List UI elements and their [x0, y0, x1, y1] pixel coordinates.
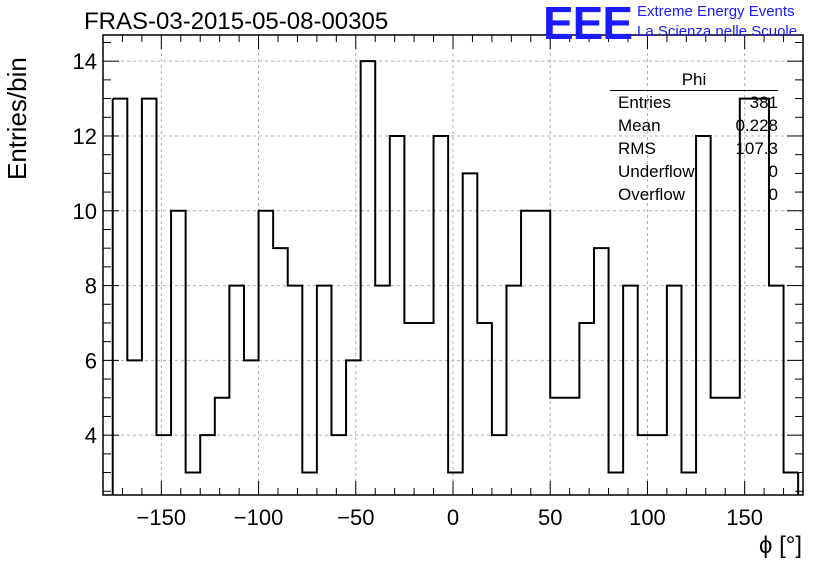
x-tick-label: 0 — [447, 505, 459, 530]
histogram-series — [112, 60, 799, 474]
stats-value: 381 — [749, 93, 778, 112]
stats-label: RMS — [618, 139, 656, 158]
stats-row-entries: Entries 381 — [610, 91, 778, 114]
stats-label: Mean — [618, 116, 661, 135]
grid-lines — [103, 35, 803, 495]
x-tick-label: −50 — [337, 505, 374, 530]
x-tick-label: 50 — [538, 505, 562, 530]
x-tick-label: 150 — [726, 505, 763, 530]
stats-value: 107.3 — [735, 139, 778, 158]
stats-title: Phi — [610, 70, 778, 91]
x-axis-label: ϕ [°] — [758, 532, 802, 559]
y-tick-label: 10 — [73, 199, 97, 224]
tick-marks — [103, 35, 803, 495]
stats-row-underflow: Underflow 0 — [610, 160, 778, 183]
stats-value: 0 — [768, 185, 778, 204]
stats-row-mean: Mean 0.228 — [610, 114, 778, 137]
eee-logo: EEE — [543, 0, 633, 49]
stats-value: 0 — [768, 162, 778, 181]
stats-row-rms: RMS 107.3 — [610, 137, 778, 160]
y-tick-label: 8 — [85, 274, 97, 299]
x-tick-label: 100 — [629, 505, 666, 530]
x-tick-label: −100 — [234, 505, 284, 530]
stats-box: Phi Entries 381 Mean 0.228 RMS 107.3 Und… — [610, 70, 778, 206]
y-axis-label: Entries/bin — [2, 57, 32, 180]
stats-row-overflow: Overflow 0 — [610, 183, 778, 206]
logo-text: Extreme Energy Events La Scienza nelle S… — [637, 2, 797, 42]
stats-label: Overflow — [618, 185, 686, 204]
y-tick-label: 4 — [85, 423, 97, 448]
y-tick-label: 12 — [73, 124, 97, 149]
tick-labels: −150 −100 −50 0 50 100 150 4 6 8 10 12 14 — [73, 49, 764, 530]
stats-value: 0.228 — [735, 116, 778, 135]
logo-line-1: Extreme Energy Events — [637, 3, 795, 20]
histogram-bins — [111, 98, 800, 495]
stats-label: Underflow — [618, 162, 695, 181]
chart-title: FRAS-03-2015-05-08-00305 — [84, 8, 389, 35]
y-tick-label: 14 — [73, 49, 97, 74]
y-tick-label: 6 — [85, 348, 97, 373]
logo-line-2: La Scienza nelle Scuole — [637, 23, 798, 40]
stats-label: Entries — [618, 93, 671, 112]
x-tick-label: −150 — [137, 505, 187, 530]
